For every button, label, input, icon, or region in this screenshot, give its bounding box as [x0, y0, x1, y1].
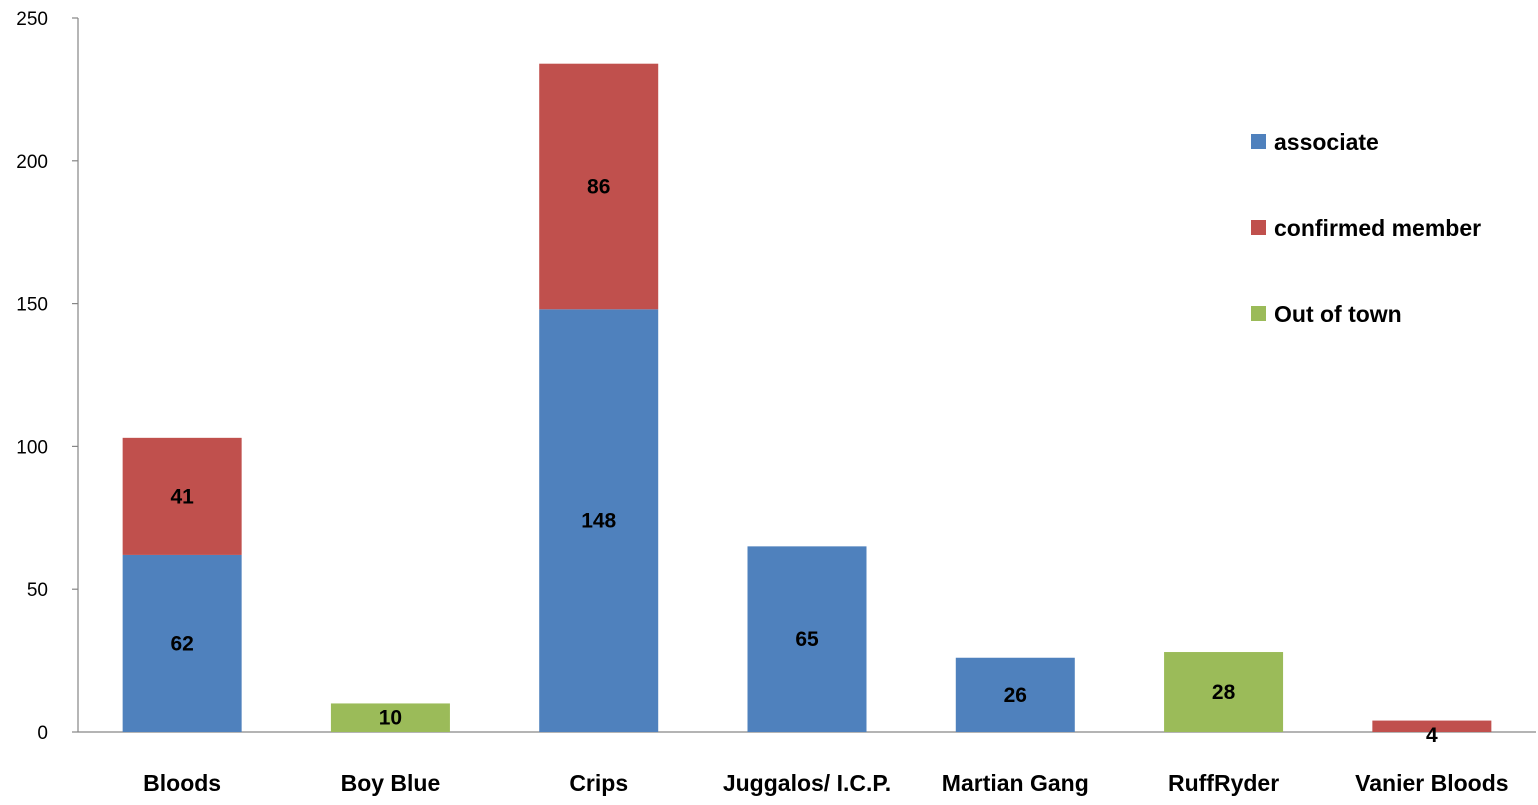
x-tick-label-bloods: Bloods [143, 770, 221, 796]
bar-out-of-town-boy-blue [330, 703, 450, 732]
bar-associate-crips [539, 309, 659, 732]
x-tick-label-crips: Crips [569, 770, 628, 796]
data-label-associate-crips: 148 [581, 510, 616, 533]
y-tick-label-150: 150 [16, 295, 48, 316]
y-tick-label-50: 50 [27, 580, 48, 601]
x-tick-label-juggalos-i-c-p: Juggalos/ I.C.P. [723, 770, 891, 796]
bars [122, 63, 1492, 732]
legend-swatch-out-of-town [1251, 306, 1266, 321]
data-label-out-of-town-boy-blue: 10 [379, 707, 402, 730]
bar-confirmed-member-bloods [122, 437, 242, 555]
data-label-associate-juggalos-i-c-p: 65 [795, 628, 819, 651]
legend: associate confirmed member Out of town [1251, 129, 1481, 327]
axes: 0 50 100 150 200 250 Bloods Boy Blue Crips Juggal… [16, 9, 1536, 796]
legend-label-confirmed-member: confirmed member [1274, 215, 1481, 241]
bar-associate-bloods [122, 554, 242, 732]
x-tick-label-martian-gang: Martian Gang [942, 770, 1089, 796]
y-tick-label-200: 200 [16, 152, 48, 173]
bar-associate-juggalos-i-c-p [747, 546, 867, 732]
legend-label-associate: associate [1274, 129, 1379, 155]
data-label-confirmed-member-bloods: 41 [170, 485, 194, 508]
data-label-associate-bloods: 62 [170, 632, 193, 655]
y-tick-label-0: 0 [37, 723, 48, 744]
legend-label-out-of-town: Out of town [1274, 301, 1402, 327]
y-tick-label-100: 100 [16, 437, 48, 458]
x-tick-label-boy-blue: Boy Blue [341, 770, 441, 796]
bar-confirmed-member-vanier-bloods [1372, 720, 1492, 732]
bar-associate-martian-gang [955, 657, 1075, 732]
data-label-out-of-town-ruffryder: 28 [1212, 681, 1236, 704]
data-labels: 62 41 10 148 86 65 26 28 4 [170, 176, 1438, 747]
data-label-confirmed-member-vanier-bloods: 4 [1426, 724, 1438, 747]
bar-out-of-town-ruffryder [1164, 652, 1284, 732]
legend-swatch-associate [1251, 134, 1266, 149]
x-tick-label-ruffryder: RuffRyder [1168, 770, 1279, 796]
data-label-confirmed-member-crips: 86 [587, 176, 610, 199]
y-tick-label-250: 250 [16, 9, 48, 30]
data-label-associate-martian-gang: 26 [1004, 684, 1027, 707]
bar-confirmed-member-crips [539, 63, 659, 310]
legend-swatch-confirmed-member [1251, 220, 1266, 235]
x-tick-label-vanier-bloods: Vanier Bloods [1355, 770, 1508, 796]
